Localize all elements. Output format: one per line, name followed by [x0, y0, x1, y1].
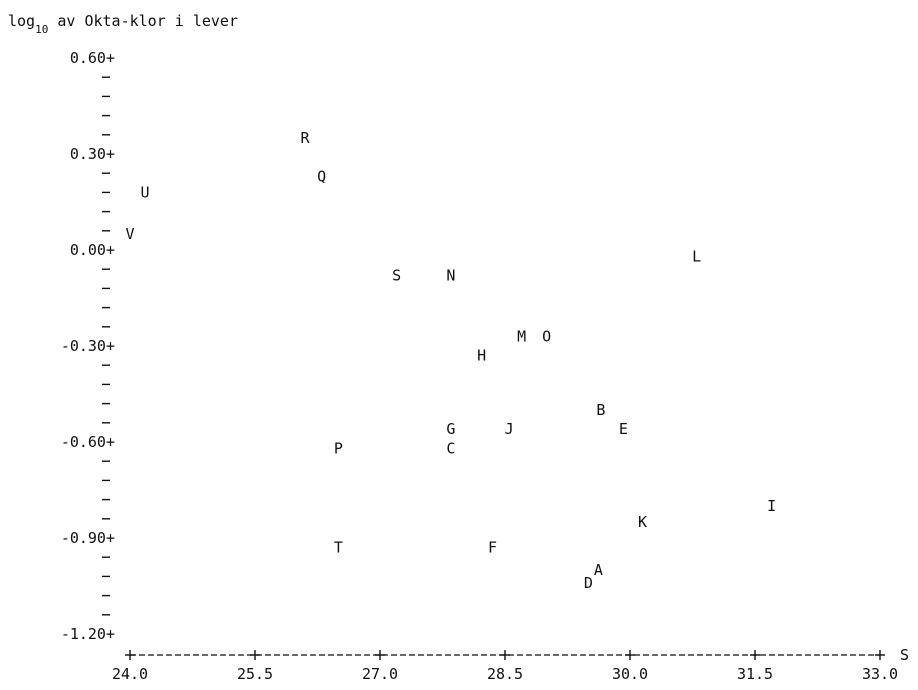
data-point-b: B — [596, 401, 605, 419]
y-tick-label: 0.30+ — [70, 145, 115, 163]
title-rest: av Okta-klor i lever — [48, 12, 238, 30]
data-point-r: R — [300, 129, 310, 147]
data-point-i: I — [767, 497, 776, 515]
data-point-u: U — [140, 183, 149, 201]
data-point-q: Q — [317, 167, 326, 185]
data-point-o: O — [542, 327, 551, 345]
data-point-m: M — [517, 327, 526, 345]
data-point-k: K — [638, 513, 647, 531]
x-axis: 24.0 25.5 27.0 28.5 30.0 31.5 33.0 — [112, 650, 898, 683]
title-prefix: log — [8, 12, 35, 30]
y-tick-label: -0.30+ — [61, 337, 115, 355]
y-tick-label: -0.60+ — [61, 433, 115, 451]
x-tick-label: 33.0 — [862, 665, 898, 683]
x-axis-label: S — [900, 646, 909, 664]
data-point-d: D — [584, 574, 593, 592]
x-tick-label: 25.5 — [237, 665, 273, 683]
x-tick-label: 31.5 — [737, 665, 773, 683]
data-point-v: V — [125, 225, 134, 243]
data-point-j: J — [505, 420, 514, 438]
y-tick-label: -0.90+ — [61, 529, 115, 547]
data-point-l: L — [692, 247, 701, 265]
data-point-a: A — [594, 561, 603, 579]
title-subscript: 10 — [35, 23, 48, 36]
y-tick-label: 0.00+ — [70, 241, 115, 259]
data-points: A B C D E F G H I J K L M N O P Q R S T U V — [125, 129, 776, 592]
data-point-f: F — [488, 539, 497, 557]
y-tick-label: -1.20+ — [61, 625, 115, 643]
x-tick-label: 27.0 — [362, 665, 398, 683]
data-point-c: C — [446, 439, 455, 457]
x-tick-label: 24.0 — [112, 665, 148, 683]
x-tick-label: 30.0 — [612, 665, 648, 683]
x-tick-label: 28.5 — [487, 665, 523, 683]
data-point-e: E — [619, 420, 628, 438]
y-axis: 0.60+ 0.30+ 0.00+ -0.30+ -0.60+ -0.90+ -1.20+ — [61, 49, 115, 643]
data-point-n: N — [446, 267, 455, 285]
data-point-h: H — [477, 347, 486, 365]
data-point-s: S — [392, 267, 401, 285]
y-tick-label: 0.60+ — [70, 49, 115, 67]
data-point-t: T — [334, 539, 343, 557]
data-point-g: G — [446, 420, 455, 438]
chart-title: log10 av Okta-klor i lever — [8, 12, 238, 36]
data-point-p: P — [334, 439, 343, 457]
